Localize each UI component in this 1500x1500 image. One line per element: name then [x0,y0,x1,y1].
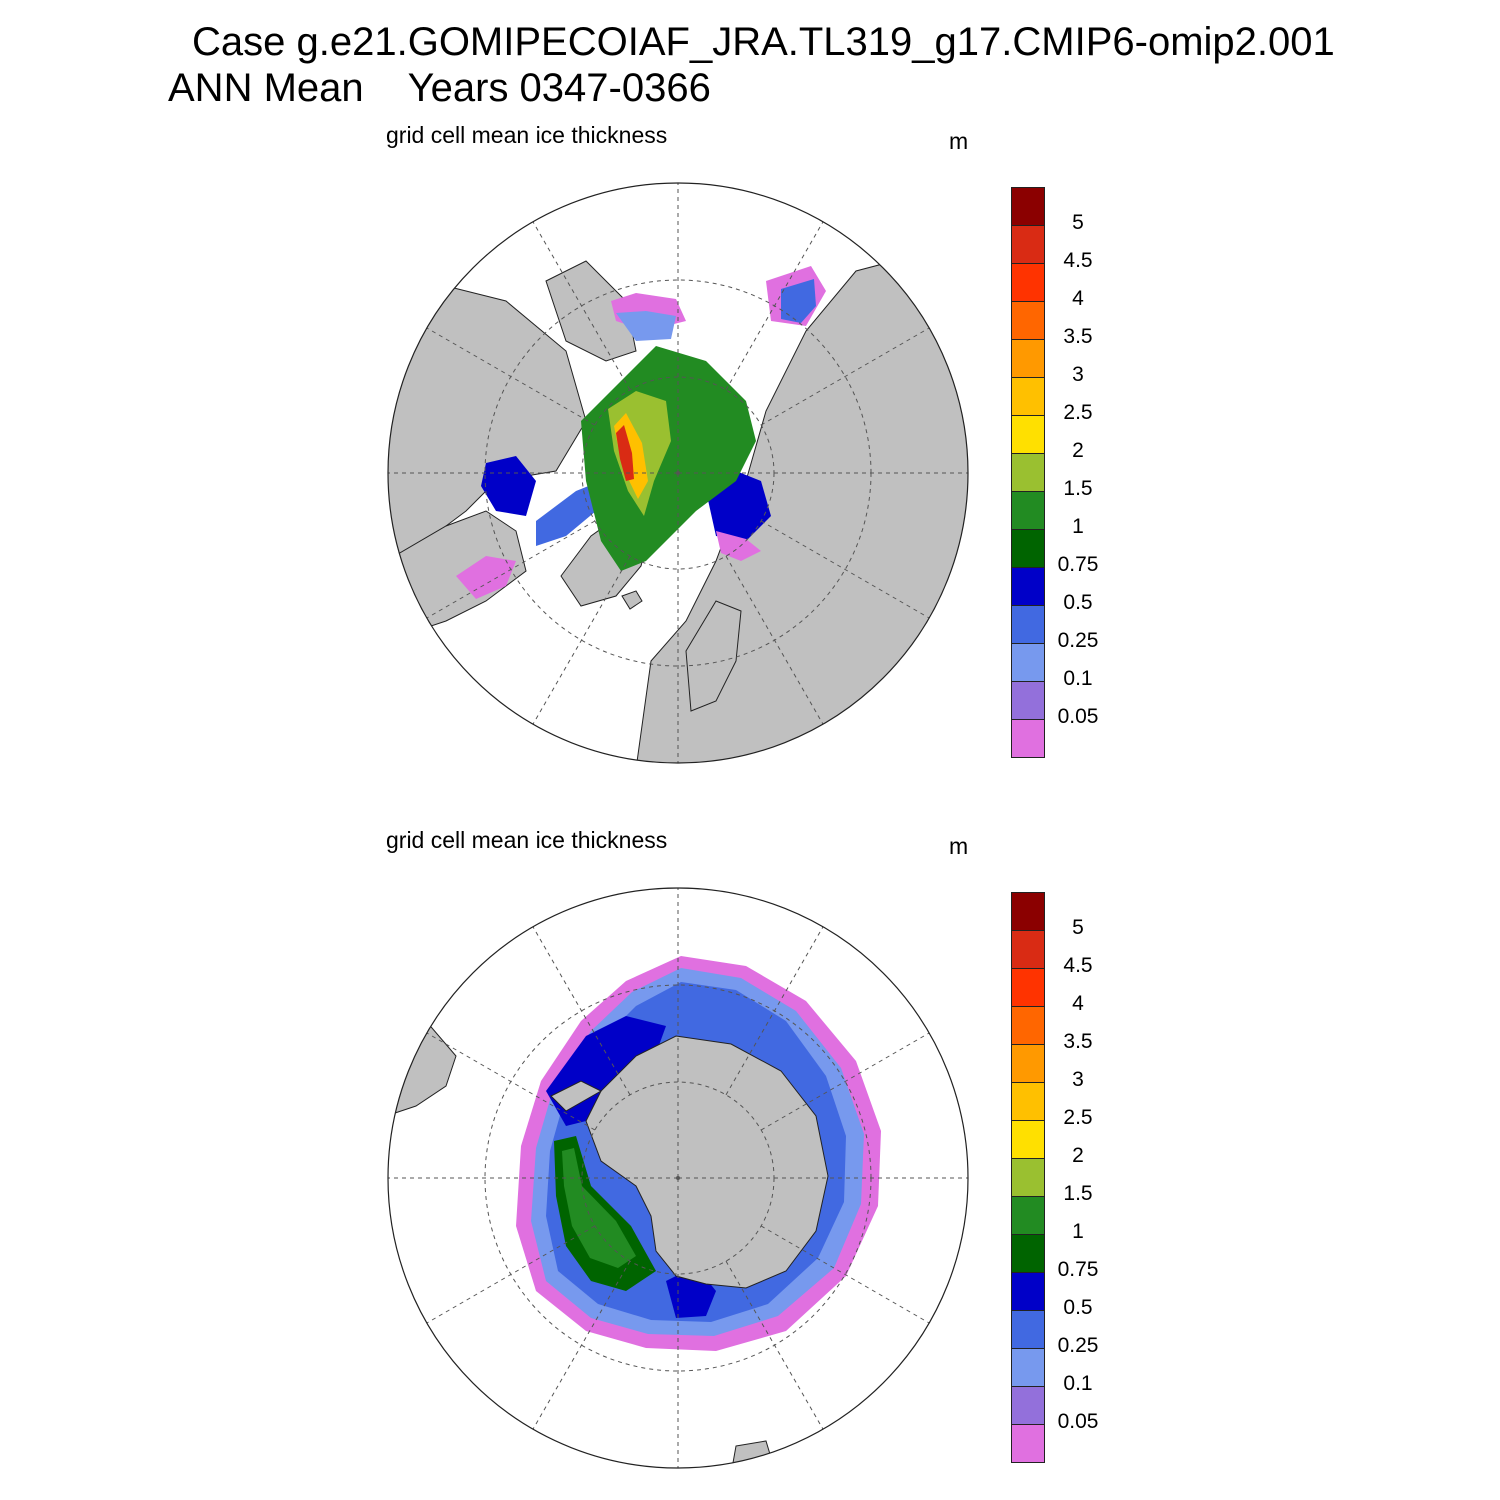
south-hemisphere-panel: grid cell mean ice thickness m 5 4.5 4 3.5 3… [0,705,1500,1469]
meridian-line [531,1260,631,1432]
meridian-line [531,555,631,727]
colorbar-level-label: 2.5 [1063,401,1093,424]
meridian-line [424,520,596,620]
colorbar-swatch [1011,1424,1045,1463]
north-map-border [387,182,969,764]
colorbar-swatch [1011,1006,1045,1045]
colorbar-swatch [1011,643,1045,682]
meridian-line [760,1031,932,1131]
colorbar-swatch [1011,605,1045,644]
okhotsk-sea-ice [781,279,816,323]
iceland-landmass [621,590,643,610]
antarctica-landmass [585,1035,829,1289]
colorbar-swatch [1011,1348,1045,1387]
meridian-line [725,924,825,1096]
meridian-line [760,326,932,426]
colorbar-level-label: 0.05 [1057,1410,1099,1433]
colorbar-level-label: 1.5 [1063,477,1093,500]
colorbar-level-label: 2 [1072,1144,1084,1167]
north-panel-subtitle: grid cell mean ice thickness [386,122,668,148]
bering-sea-ice [616,311,676,341]
colorbar-swatch [1011,1044,1045,1083]
colorbar-swatch [1011,415,1045,454]
colorbar-swatch [1011,1272,1045,1311]
colorbar-level-label: 0.5 [1063,1296,1093,1319]
colorbar-swatch [1011,339,1045,378]
colorbar-level-label: 4 [1072,287,1084,310]
alaska-landmass [545,260,637,362]
colorbar-level-label: 3.5 [1063,1030,1093,1053]
colorbar-level-label: 0.1 [1063,1372,1093,1395]
colorbar-level-label: 2 [1072,439,1084,462]
labrador-sea-ice-edge [456,556,516,599]
scandinavia-landmass [685,600,742,712]
meridian-line [424,1031,596,1131]
colorbar-level-label: 5 [1072,211,1084,234]
years-label: Years 0347-0366 [407,66,711,110]
south-panel-unit: m [949,833,969,859]
north-panel-unit: m [949,128,969,154]
antarctic-peninsula [550,1080,603,1112]
colorbar-level-label: 0.1 [1063,667,1093,690]
arctic-ice-thickness-map [387,182,969,764]
colorbar-swatch [1011,719,1045,758]
south-colorbar [1011,892,1047,1463]
colorbar-swatch [1011,930,1045,969]
colorbar-swatch [1011,377,1045,416]
hudson-bay-ice [481,456,536,516]
colorbar-level-label: 1 [1072,1220,1084,1243]
colorbar-swatch [1011,529,1045,568]
colorbar-swatch [1011,1120,1045,1159]
colorbar-swatch [1011,1082,1045,1121]
north-hemisphere-panel: grid cell mean ice thickness m [0,0,1500,764]
meridian-line [725,555,825,727]
meridian-line [531,219,631,391]
colorbar-level-label: 1 [1072,515,1084,538]
meridian-line [424,1225,596,1325]
colorbar-level-label: 1.5 [1063,1182,1093,1205]
colorbar-level-label: 4.5 [1063,954,1093,977]
colorbar-level-label: 0.25 [1057,629,1099,652]
figure-title-period: ANN Mean Years 0347-0366 [168,68,711,108]
colorbar-level-label: 0.25 [1057,1334,1099,1357]
colorbar-swatch [1011,681,1045,720]
bellingshausen-medium-ice [562,1148,636,1268]
barents-ice-margin [716,531,761,561]
south-graticule [388,888,968,1468]
colorbar-swatch [1011,187,1045,226]
colorbar-level-label: 5 [1072,916,1084,939]
figure-title-case: Case g.e21.GOMIPECOIAF_JRA.TL319_g17.CMI… [192,20,1335,64]
north-graticule [388,183,968,763]
south-map-border [387,887,969,1469]
meridian-line [725,1260,825,1432]
colorbar-level-label: 0.75 [1057,553,1099,576]
colorbar-level-label: 3.5 [1063,325,1093,348]
south-panel-subtitle: grid cell mean ice thickness [386,827,668,853]
colorbar-swatch [1011,968,1045,1007]
baffin-bay-ice [536,481,601,546]
antarctic-ice-thickness-map [387,887,969,1469]
colorbar-level-label: 2.5 [1063,1106,1093,1129]
colorbar-swatch [1011,263,1045,302]
colorbar-swatch [1011,491,1045,530]
colorbar-level-label: 0.5 [1063,591,1093,614]
meridian-line [424,326,596,426]
colorbar-swatch [1011,1158,1045,1197]
colorbar-level-label: 4.5 [1063,249,1093,272]
meridian-line [531,924,631,1096]
meridian-line [760,1225,932,1325]
colorbar-swatch [1011,301,1045,340]
colorbar-level-label: 0.75 [1057,1258,1099,1281]
colorbar-level-label: 0.05 [1057,705,1099,728]
colorbar-level-label: 3 [1072,1068,1084,1091]
meridian-line [725,219,825,391]
thickest-ice-edge [616,425,634,481]
colorbar-swatch [1011,1386,1045,1425]
colorbar-level-label: 4 [1072,992,1084,1015]
colorbar-swatch [1011,567,1045,606]
annual-mean-label: ANN Mean [168,66,364,110]
colorbar-level-label: 3 [1072,363,1084,386]
meridian-line [760,520,932,620]
north-colorbar [1011,187,1047,758]
